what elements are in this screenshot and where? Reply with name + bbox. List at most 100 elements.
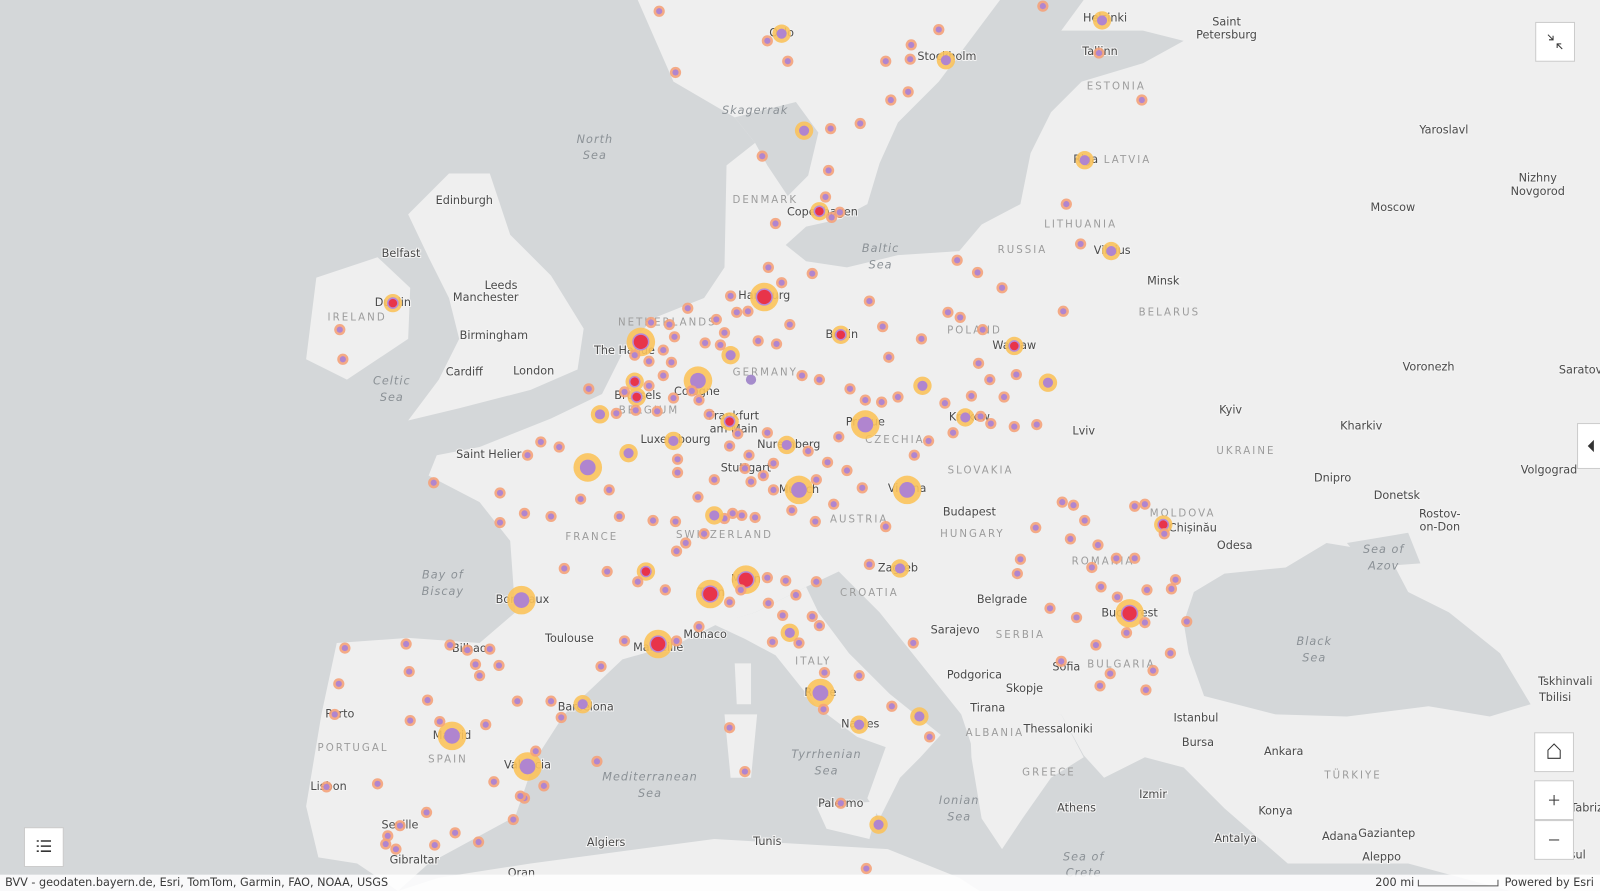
point (431, 841, 438, 849)
point (662, 586, 669, 594)
point (382, 840, 389, 848)
panel-toggle[interactable] (1577, 423, 1600, 469)
city-label: Kyiv (1219, 403, 1242, 416)
point (862, 396, 869, 404)
button-bg[interactable] (23, 827, 64, 868)
corsica (734, 663, 752, 705)
point (1097, 583, 1105, 590)
city-label: Toulouse (544, 632, 594, 645)
point (323, 783, 330, 790)
point (765, 264, 772, 271)
point (726, 599, 733, 606)
point (805, 448, 812, 455)
point (866, 561, 873, 568)
point (1058, 658, 1065, 665)
point (613, 410, 620, 417)
water-label: Sea (380, 391, 404, 404)
city-label: London (513, 365, 554, 378)
point (668, 359, 675, 366)
point (784, 627, 795, 638)
point (452, 829, 459, 836)
point (660, 346, 667, 354)
point (1106, 246, 1117, 257)
point (537, 438, 544, 446)
country-label: ALBANIA (966, 728, 1024, 739)
point (1172, 576, 1179, 583)
point (843, 467, 851, 474)
point (517, 792, 524, 800)
city-label: Nizhny (1519, 172, 1558, 185)
point (672, 69, 679, 76)
point (1059, 499, 1066, 506)
point (403, 640, 410, 648)
country-label: BELGIUM (619, 405, 680, 416)
point (882, 523, 889, 530)
point (899, 482, 915, 498)
point (616, 513, 623, 520)
point (1095, 49, 1103, 57)
point (917, 380, 928, 391)
scale-label: 200 mi (1375, 876, 1414, 889)
point (632, 333, 650, 351)
point (1008, 340, 1021, 352)
point (741, 768, 748, 775)
point (674, 469, 681, 476)
point (475, 838, 482, 846)
baltic (785, 0, 1184, 268)
point (975, 360, 982, 367)
city-label: Adana (1322, 830, 1357, 843)
point (532, 748, 539, 755)
powered-by: Powered by Esri (1505, 876, 1594, 889)
point (1131, 555, 1138, 562)
point (926, 733, 933, 740)
city-label: Sarajevo (931, 624, 980, 637)
zoom-out[interactable] (1534, 820, 1574, 860)
country-label: SPAIN (428, 754, 468, 765)
atlantic (0, 0, 756, 891)
point (721, 329, 728, 336)
point (759, 153, 766, 160)
point (798, 372, 806, 379)
icon (1547, 34, 1563, 50)
point (723, 415, 736, 428)
point (1017, 556, 1024, 563)
fullscreen-button[interactable] (1535, 21, 1575, 62)
water-label: Sea of (1363, 543, 1405, 556)
country-label: LATVIA (1104, 155, 1151, 166)
icon (1548, 795, 1560, 806)
zoom-in[interactable] (1534, 780, 1574, 821)
point (640, 565, 652, 578)
home-button[interactable] (1534, 732, 1574, 773)
scale-bar (1417, 879, 1499, 887)
point (711, 476, 718, 483)
point (1077, 240, 1084, 248)
point (1138, 96, 1145, 104)
city-label: Tskhinvali (1537, 675, 1592, 688)
country-label: BELARUS (1139, 307, 1201, 318)
point (706, 411, 713, 418)
point (769, 638, 776, 646)
point (795, 639, 803, 647)
water-label: Tyrrhenian (791, 748, 861, 761)
point (1039, 3, 1046, 10)
city-label: Konya (1258, 804, 1292, 817)
point (656, 8, 663, 15)
point (755, 337, 762, 344)
point (392, 846, 400, 853)
point (935, 26, 942, 33)
button-bg[interactable] (1534, 732, 1574, 773)
legend-button[interactable] (23, 827, 64, 868)
point (940, 55, 951, 66)
point (436, 718, 443, 725)
point (1079, 155, 1090, 166)
point (1107, 670, 1114, 677)
button-bg[interactable] (1535, 21, 1575, 62)
country-label: LITHUANIA (1044, 220, 1117, 231)
point (859, 484, 866, 491)
point (846, 385, 854, 392)
point (726, 442, 733, 450)
point (672, 518, 679, 525)
country-label: RUSSIA (998, 245, 1048, 256)
point (825, 167, 832, 174)
